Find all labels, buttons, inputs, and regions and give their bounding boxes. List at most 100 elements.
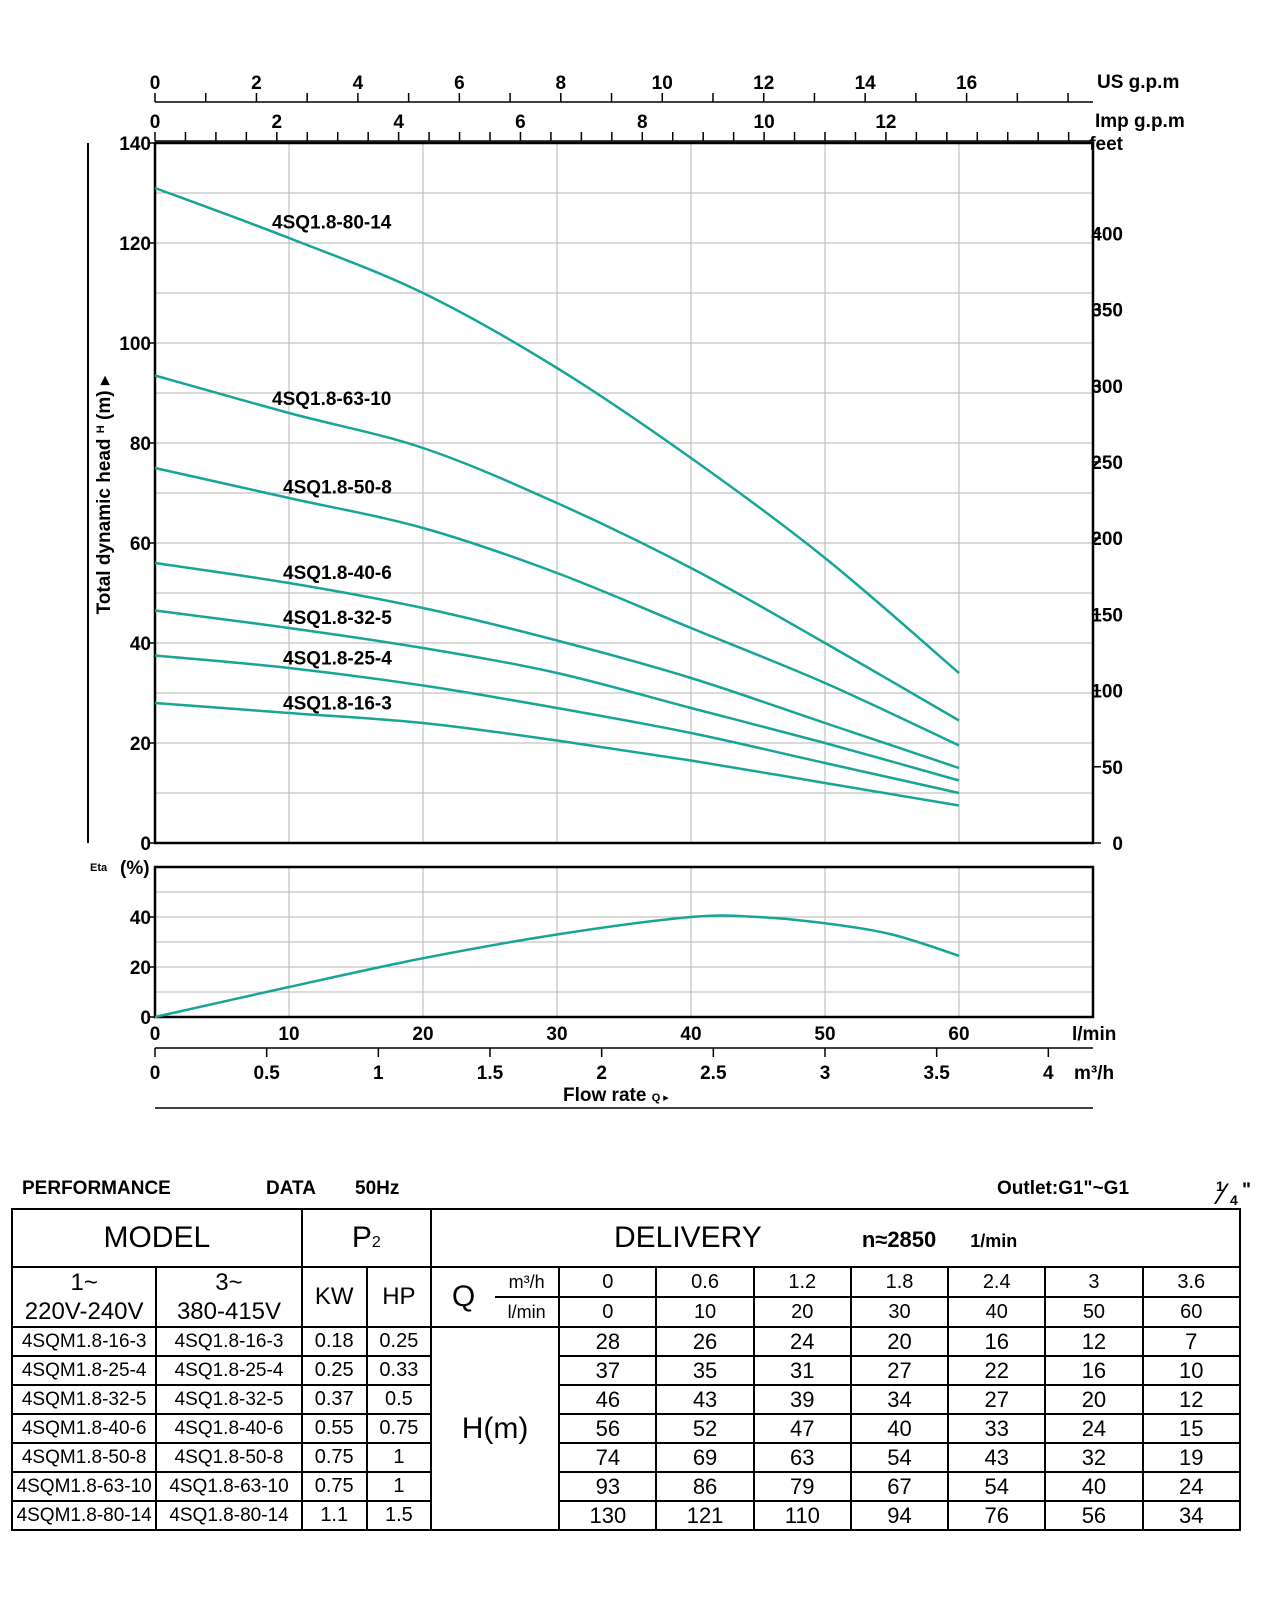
lmin-tick-label: 40: [680, 1024, 701, 1045]
curve-label-4SQ1.8-16-3: 4SQ1.8-16-3: [283, 694, 392, 715]
head-value: 39: [752, 1384, 852, 1415]
table-row: 4SQM1.8-63-10 4SQ1.8-63-10 0.75 1 93 86 79 67 54…: [10, 1471, 1242, 1502]
m3h-tick-label: 1.5: [477, 1063, 504, 1084]
curve-label-4SQ1.8-63-10: 4SQ1.8-63-10: [272, 389, 391, 410]
head-value: 12: [1141, 1384, 1242, 1415]
kw-value: 1.1: [300, 1500, 368, 1531]
head-y-tick-label: 40: [130, 634, 151, 655]
kw-value: 0.37: [300, 1384, 368, 1415]
curve-label-4SQ1.8-25-4: 4SQ1.8-25-4: [283, 648, 392, 669]
hp-value: 1.5: [365, 1500, 432, 1531]
lmin-tick-label: 0: [150, 1024, 161, 1045]
eta-curve: [154, 914, 960, 1019]
flow-rate-axis-label: Flow rate Q ▸: [563, 1085, 669, 1106]
lmin-tick-label: 50: [814, 1024, 835, 1045]
q-unit-m3h: m³/h: [495, 1266, 561, 1298]
head-value: 46: [558, 1384, 658, 1415]
curve-label-4SQ1.8-32-5: 4SQ1.8-32-5: [283, 608, 392, 629]
outlet-fraction: 1 ⁄ 4 ": [1214, 1178, 1254, 1212]
us-gpm-tick-label: 2: [251, 73, 262, 94]
imp-gpm-tick-label: 12: [875, 112, 896, 133]
eta-axis-unit: (%): [120, 858, 150, 879]
eta-axis-label: Eta: [90, 862, 108, 874]
q-m3h-value: 3: [1044, 1266, 1144, 1298]
lmin-tick-label: 20: [412, 1024, 433, 1045]
m3h-tick-label: 3: [820, 1063, 831, 1084]
kw-value: 0.55: [300, 1413, 368, 1444]
head-value: 27: [947, 1384, 1047, 1415]
kw-value: 0.18: [300, 1326, 368, 1357]
feet-tick-label: 300: [1091, 377, 1123, 398]
q-m3h-value: 0: [558, 1266, 658, 1298]
model-single-phase: 4SQM1.8-16-3: [10, 1326, 158, 1357]
hp-value: 0.25: [365, 1326, 432, 1357]
head-y-tick-label: 100: [119, 334, 151, 355]
head-value: 20: [1044, 1384, 1144, 1415]
head-curve-4SQ1.8-32-5: [154, 609, 960, 782]
frequency-label: 50Hz: [355, 1178, 400, 1199]
outlet-label: Outlet:G1"~G1: [997, 1178, 1130, 1199]
head-value: 22: [947, 1355, 1047, 1386]
model-three-phase: 4SQ1.8-80-14: [155, 1500, 303, 1531]
model-header: MODEL: [11, 1208, 303, 1268]
feet-tick-label: 400: [1091, 224, 1123, 245]
curve-label-4SQ1.8-50-8: 4SQ1.8-50-8: [283, 478, 392, 499]
feet-tick-label: 350: [1091, 301, 1123, 322]
head-value: 16: [947, 1326, 1047, 1357]
kw-value: 0.25: [300, 1355, 368, 1386]
head-y-tick-label: 120: [119, 234, 151, 255]
us-gpm-axis-label: US g.p.m: [1097, 72, 1179, 93]
speed-label: n≈2850: [861, 1227, 937, 1252]
table-row: 4SQM1.8-25-4 4SQ1.8-25-4 0.25 0.33 37 35 31 27 2…: [10, 1355, 1242, 1386]
head-value: 12: [1044, 1326, 1144, 1357]
outlet-fraction-denominator: 4: [1230, 1192, 1238, 1208]
p2-header: P2: [300, 1208, 432, 1268]
m3h-tick-label: 2.5: [700, 1063, 727, 1084]
head-value: 15: [1141, 1413, 1242, 1444]
q-lmin-value: 40: [947, 1296, 1047, 1328]
lmin-tick-label: 60: [948, 1024, 969, 1045]
lmin-tick-label: 30: [546, 1024, 567, 1045]
feet-tick-label: 100: [1091, 682, 1123, 703]
model-three-phase: 4SQ1.8-63-10: [155, 1471, 303, 1502]
hp-value: 0.5: [365, 1384, 432, 1415]
m3h-tick-label: 2: [596, 1063, 607, 1084]
head-curve-4SQ1.8-80-14: [154, 186, 960, 674]
head-value: 76: [947, 1500, 1047, 1531]
p2-subscript: 2: [371, 1234, 381, 1251]
q-lmin-value: 20: [752, 1296, 852, 1328]
m3h-tick-label: 4: [1043, 1063, 1054, 1084]
model-three-phase: 4SQ1.8-40-6: [155, 1413, 303, 1444]
lmin-tick-label: 10: [278, 1024, 299, 1045]
h-label: H(m): [429, 1326, 561, 1531]
table-row: 4SQM1.8-16-3 4SQ1.8-16-3 0.18 0.25 H(m) 28 26 2…: [10, 1326, 1242, 1531]
hp-value: 1: [365, 1442, 432, 1473]
head-value: 54: [947, 1471, 1047, 1502]
q-lmin-value: 30: [849, 1296, 950, 1328]
imp-gpm-tick-label: 2: [272, 112, 283, 133]
us-gpm-tick-label: 16: [956, 73, 977, 94]
us-gpm-tick-label: 10: [652, 73, 673, 94]
feet-tick-label: 200: [1091, 529, 1123, 550]
head-curve-4SQ1.8-16-3: [154, 701, 960, 807]
model-single-phase: 4SQM1.8-80-14: [10, 1500, 158, 1531]
head-value: 43: [947, 1442, 1047, 1473]
chart-grid: [155, 143, 1093, 1017]
q-m3h-value: 1.2: [752, 1266, 852, 1298]
head-value: 110: [752, 1500, 852, 1531]
three-phase-label: 3~: [155, 1266, 303, 1297]
curve-label-4SQ1.8-80-14: 4SQ1.8-80-14: [272, 213, 392, 234]
us-gpm-tick-label: 6: [454, 73, 465, 94]
chart-axes: [87, 93, 1101, 1109]
head-value: 26: [655, 1326, 755, 1357]
hp-value: 1: [365, 1471, 432, 1502]
imp-gpm-tick-label: 6: [515, 112, 526, 133]
head-value: 43: [655, 1384, 755, 1415]
us-gpm-tick-label: 4: [353, 73, 364, 94]
head-y-tick-label: 140: [119, 134, 151, 155]
model-single-phase: 4SQM1.8-40-6: [10, 1413, 158, 1444]
head-curve-4SQ1.8-25-4: [154, 654, 960, 795]
single-phase-voltage: 220V-240V: [10, 1297, 158, 1328]
q-lmin-value: 50: [1044, 1296, 1144, 1328]
table-row: MODEL P2 DELIVERY n≈2850 1/min: [11, 1208, 1242, 1268]
